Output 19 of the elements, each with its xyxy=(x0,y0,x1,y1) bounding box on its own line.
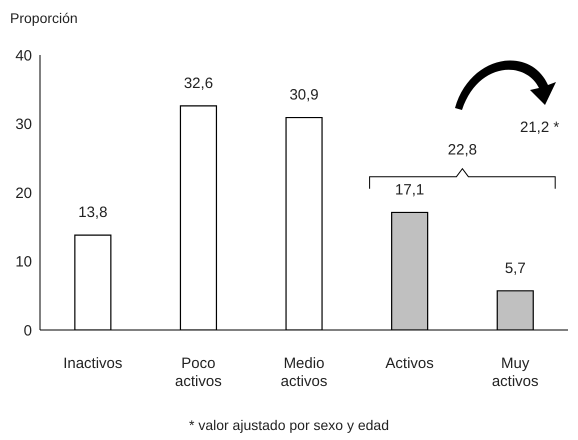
annotation: 22,8 xyxy=(448,142,477,159)
x-tick-label: Muy activos xyxy=(492,355,539,390)
text: * valor ajustado por sexo y edad xyxy=(188,417,390,433)
data-label: 5,7 xyxy=(504,260,526,277)
y-tick-label: 30 xyxy=(15,116,32,134)
data-label: 17,1 xyxy=(395,181,424,198)
y-tick-label: 20 xyxy=(15,184,32,202)
y-tick-label: 10 xyxy=(15,254,32,271)
data-label: 30,9 xyxy=(289,86,319,104)
y-axis-title: Proporción xyxy=(10,10,78,26)
x-tick-label: Medio activos xyxy=(280,355,328,390)
x-tick-label: Activos xyxy=(385,355,434,372)
x-tick-label: Poco activos xyxy=(175,355,222,390)
annotation: 21,2 * xyxy=(520,119,560,136)
data-label: 13,8 xyxy=(78,204,108,222)
y-tick-label: 40 xyxy=(15,47,32,64)
y-tick-label: 0 xyxy=(24,322,32,340)
data-label: 32,6 xyxy=(184,74,214,92)
x-tick-label: Inactivos xyxy=(63,355,122,372)
